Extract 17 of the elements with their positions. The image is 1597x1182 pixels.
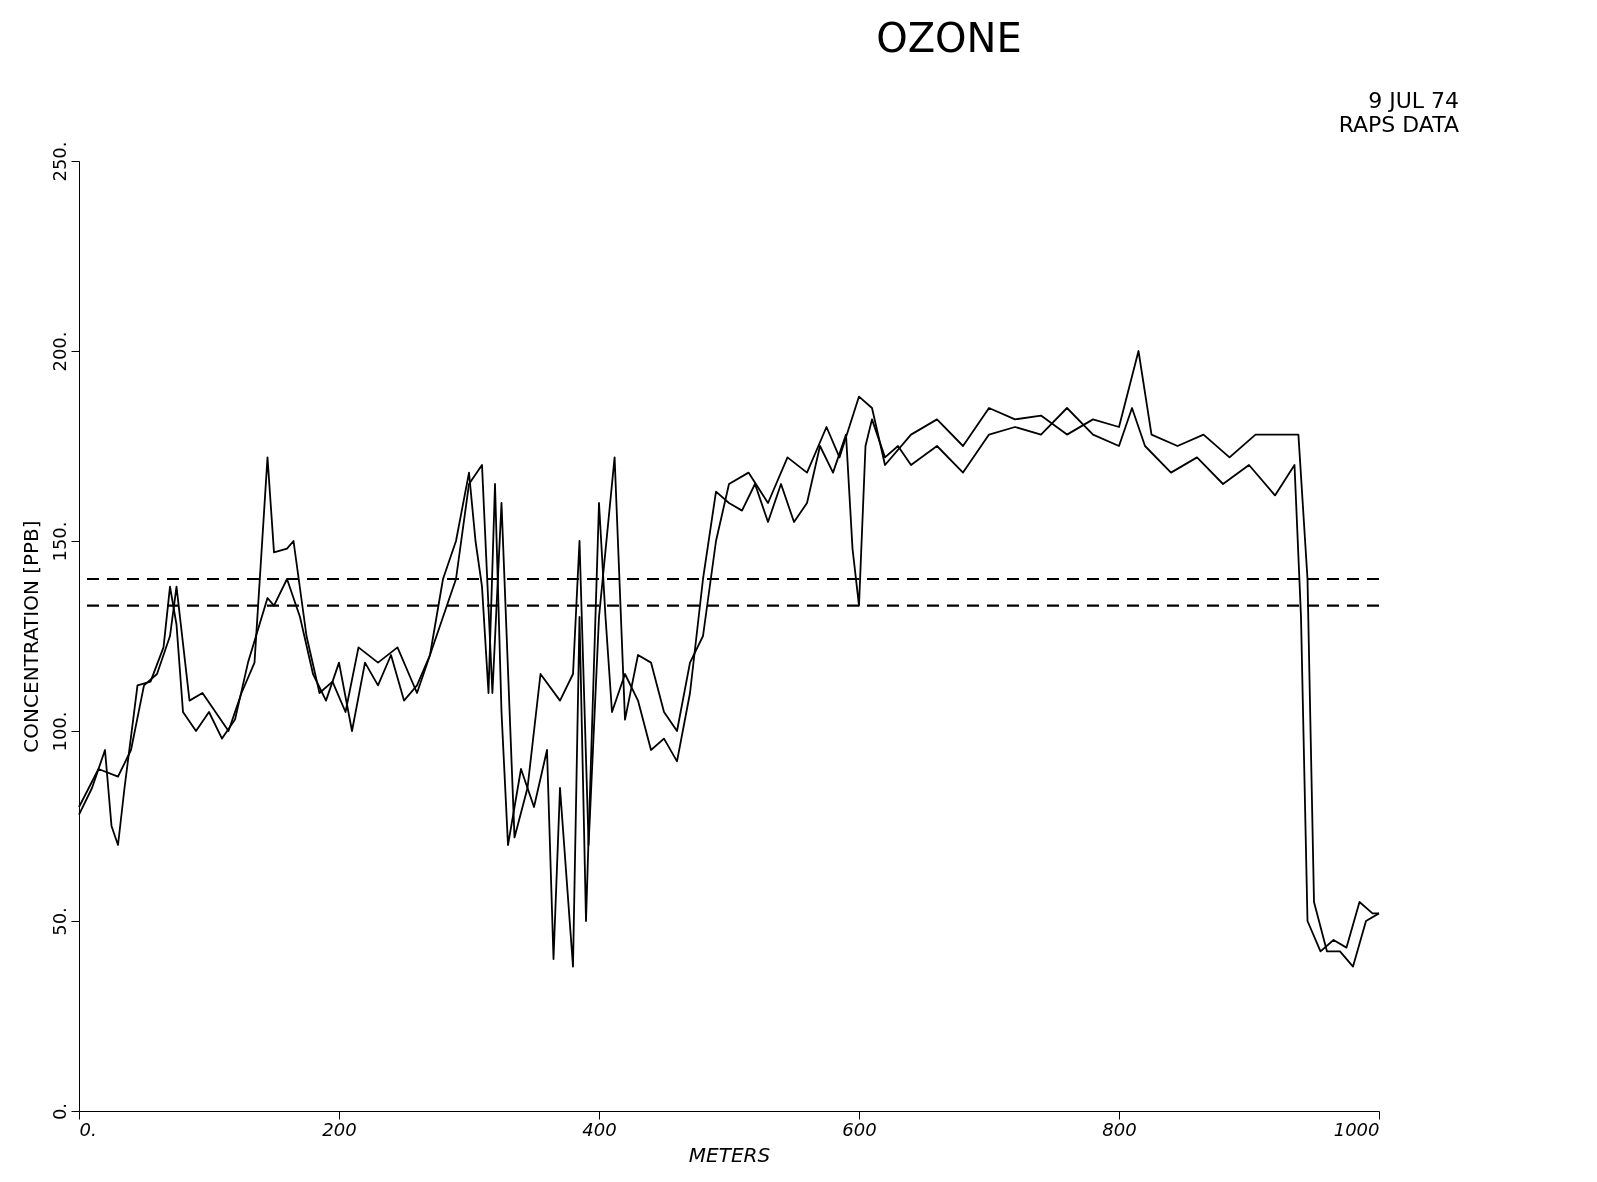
text: 9 JUL 74 — [1368, 88, 1459, 113]
x-tick-label: 400 — [582, 1118, 617, 1140]
x-axis-title: METERS — [688, 1142, 771, 1167]
x-tick-label: 200 — [322, 1118, 357, 1140]
y-tick-label: 250. — [48, 141, 70, 182]
y-tick-label: 200. — [48, 331, 70, 372]
x-tick-label: 600 — [842, 1118, 877, 1140]
x-tick-label: 800 — [1102, 1118, 1137, 1140]
chart-title: OZONE — [876, 15, 1022, 61]
x-tick-label: 0. — [79, 1118, 97, 1140]
y-tick-label: 100. — [48, 711, 70, 752]
text: RAPS DATA — [1338, 112, 1459, 137]
y-tick-label: 150. — [48, 521, 70, 562]
y-axis-title: CONCENTRATION [PPB] — [18, 520, 43, 753]
x-tick-label: 1000 — [1333, 1118, 1380, 1140]
y-tick-label: 0. — [48, 1102, 70, 1121]
y-tick-label: 50. — [48, 907, 70, 936]
